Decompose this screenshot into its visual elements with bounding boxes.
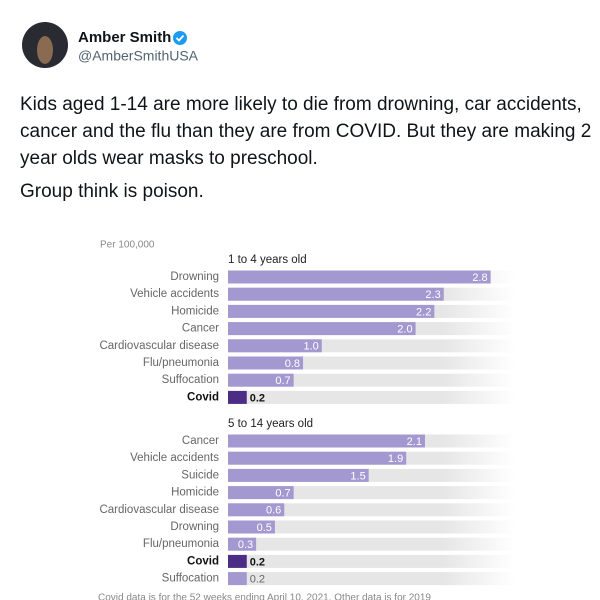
bar-track bbox=[228, 520, 515, 534]
avatar-figure bbox=[37, 36, 53, 64]
category-label: Cardiovascular disease bbox=[99, 340, 219, 352]
bar bbox=[228, 503, 285, 517]
tweet-text: year olds wear masks to preschool. bbox=[20, 148, 318, 169]
bar bbox=[228, 554, 247, 568]
author-handle[interactable]: @AmberSmithUSA bbox=[78, 48, 199, 64]
chart-title: 1 to 4 years old bbox=[228, 254, 307, 266]
category-label: Covid bbox=[187, 391, 219, 403]
value-label: 2.2 bbox=[416, 306, 431, 318]
bar bbox=[228, 520, 275, 534]
category-label: Drowning bbox=[170, 521, 219, 533]
bar bbox=[228, 486, 294, 500]
footnote: Covid data is for the 52 weeks ending Ap… bbox=[98, 593, 431, 600]
value-label: 2.8 bbox=[472, 272, 487, 284]
category-label: Homicide bbox=[171, 487, 219, 499]
chart-title: 5 to 14 years old bbox=[228, 418, 313, 430]
value-label: 0.5 bbox=[257, 522, 272, 534]
value-label: 2.0 bbox=[397, 324, 412, 336]
value-label: 2.3 bbox=[425, 289, 440, 301]
value-label: 1.0 bbox=[303, 341, 318, 353]
bar bbox=[228, 390, 247, 404]
category-label: Suffocation bbox=[162, 573, 219, 585]
bar-track bbox=[228, 503, 515, 517]
tweet-text: Group think is poison. bbox=[20, 181, 204, 202]
bar bbox=[228, 287, 444, 301]
category-label: Flu/pneumonia bbox=[143, 357, 220, 369]
bar bbox=[228, 468, 369, 482]
unit-label: Per 100,000 bbox=[100, 240, 155, 251]
value-label: 0.7 bbox=[275, 488, 290, 500]
bar bbox=[228, 434, 425, 448]
category-label: Homicide bbox=[171, 305, 219, 317]
category-label: Vehicle accidents bbox=[130, 452, 219, 464]
bar-track bbox=[228, 390, 515, 404]
bar-track bbox=[228, 486, 515, 500]
category-label: Cardiovascular disease bbox=[99, 504, 219, 516]
value-label: 2.1 bbox=[407, 436, 422, 448]
value-label: 0.2 bbox=[250, 574, 265, 586]
category-label: Suffocation bbox=[162, 374, 219, 386]
tweet-text: Kids aged 1-14 are more likely to die fr… bbox=[20, 94, 582, 115]
bar-track bbox=[228, 572, 515, 586]
value-label: 1.5 bbox=[350, 470, 365, 482]
value-label: 0.7 bbox=[275, 375, 290, 387]
bar bbox=[228, 339, 322, 353]
category-label: Drowning bbox=[170, 271, 219, 283]
verified-badge bbox=[173, 31, 187, 45]
value-label: 0.8 bbox=[285, 358, 300, 370]
bar bbox=[228, 322, 416, 336]
category-label: Vehicle accidents bbox=[130, 288, 219, 300]
bar bbox=[228, 572, 247, 586]
bar bbox=[228, 537, 257, 551]
value-label: 0.6 bbox=[266, 505, 281, 517]
bar bbox=[228, 451, 407, 465]
category-label: Cancer bbox=[182, 323, 219, 335]
author-name[interactable]: Amber Smith bbox=[78, 29, 171, 46]
bar bbox=[228, 356, 304, 370]
bar bbox=[228, 304, 435, 318]
value-label: 0.2 bbox=[250, 556, 265, 568]
bar bbox=[228, 373, 294, 387]
value-label: 0.2 bbox=[250, 392, 265, 404]
value-label: 1.9 bbox=[388, 453, 403, 465]
bar bbox=[228, 270, 491, 284]
bar-track bbox=[228, 373, 515, 387]
category-label: Suicide bbox=[181, 469, 219, 481]
value-label: 0.3 bbox=[238, 539, 253, 551]
category-label: Flu/pneumonia bbox=[143, 538, 220, 550]
tweet-text: cancer and the flu than they are from CO… bbox=[20, 121, 591, 142]
category-label: Covid bbox=[187, 555, 219, 567]
bar-track bbox=[228, 554, 515, 568]
bar-track bbox=[228, 537, 515, 551]
category-label: Cancer bbox=[182, 435, 219, 447]
